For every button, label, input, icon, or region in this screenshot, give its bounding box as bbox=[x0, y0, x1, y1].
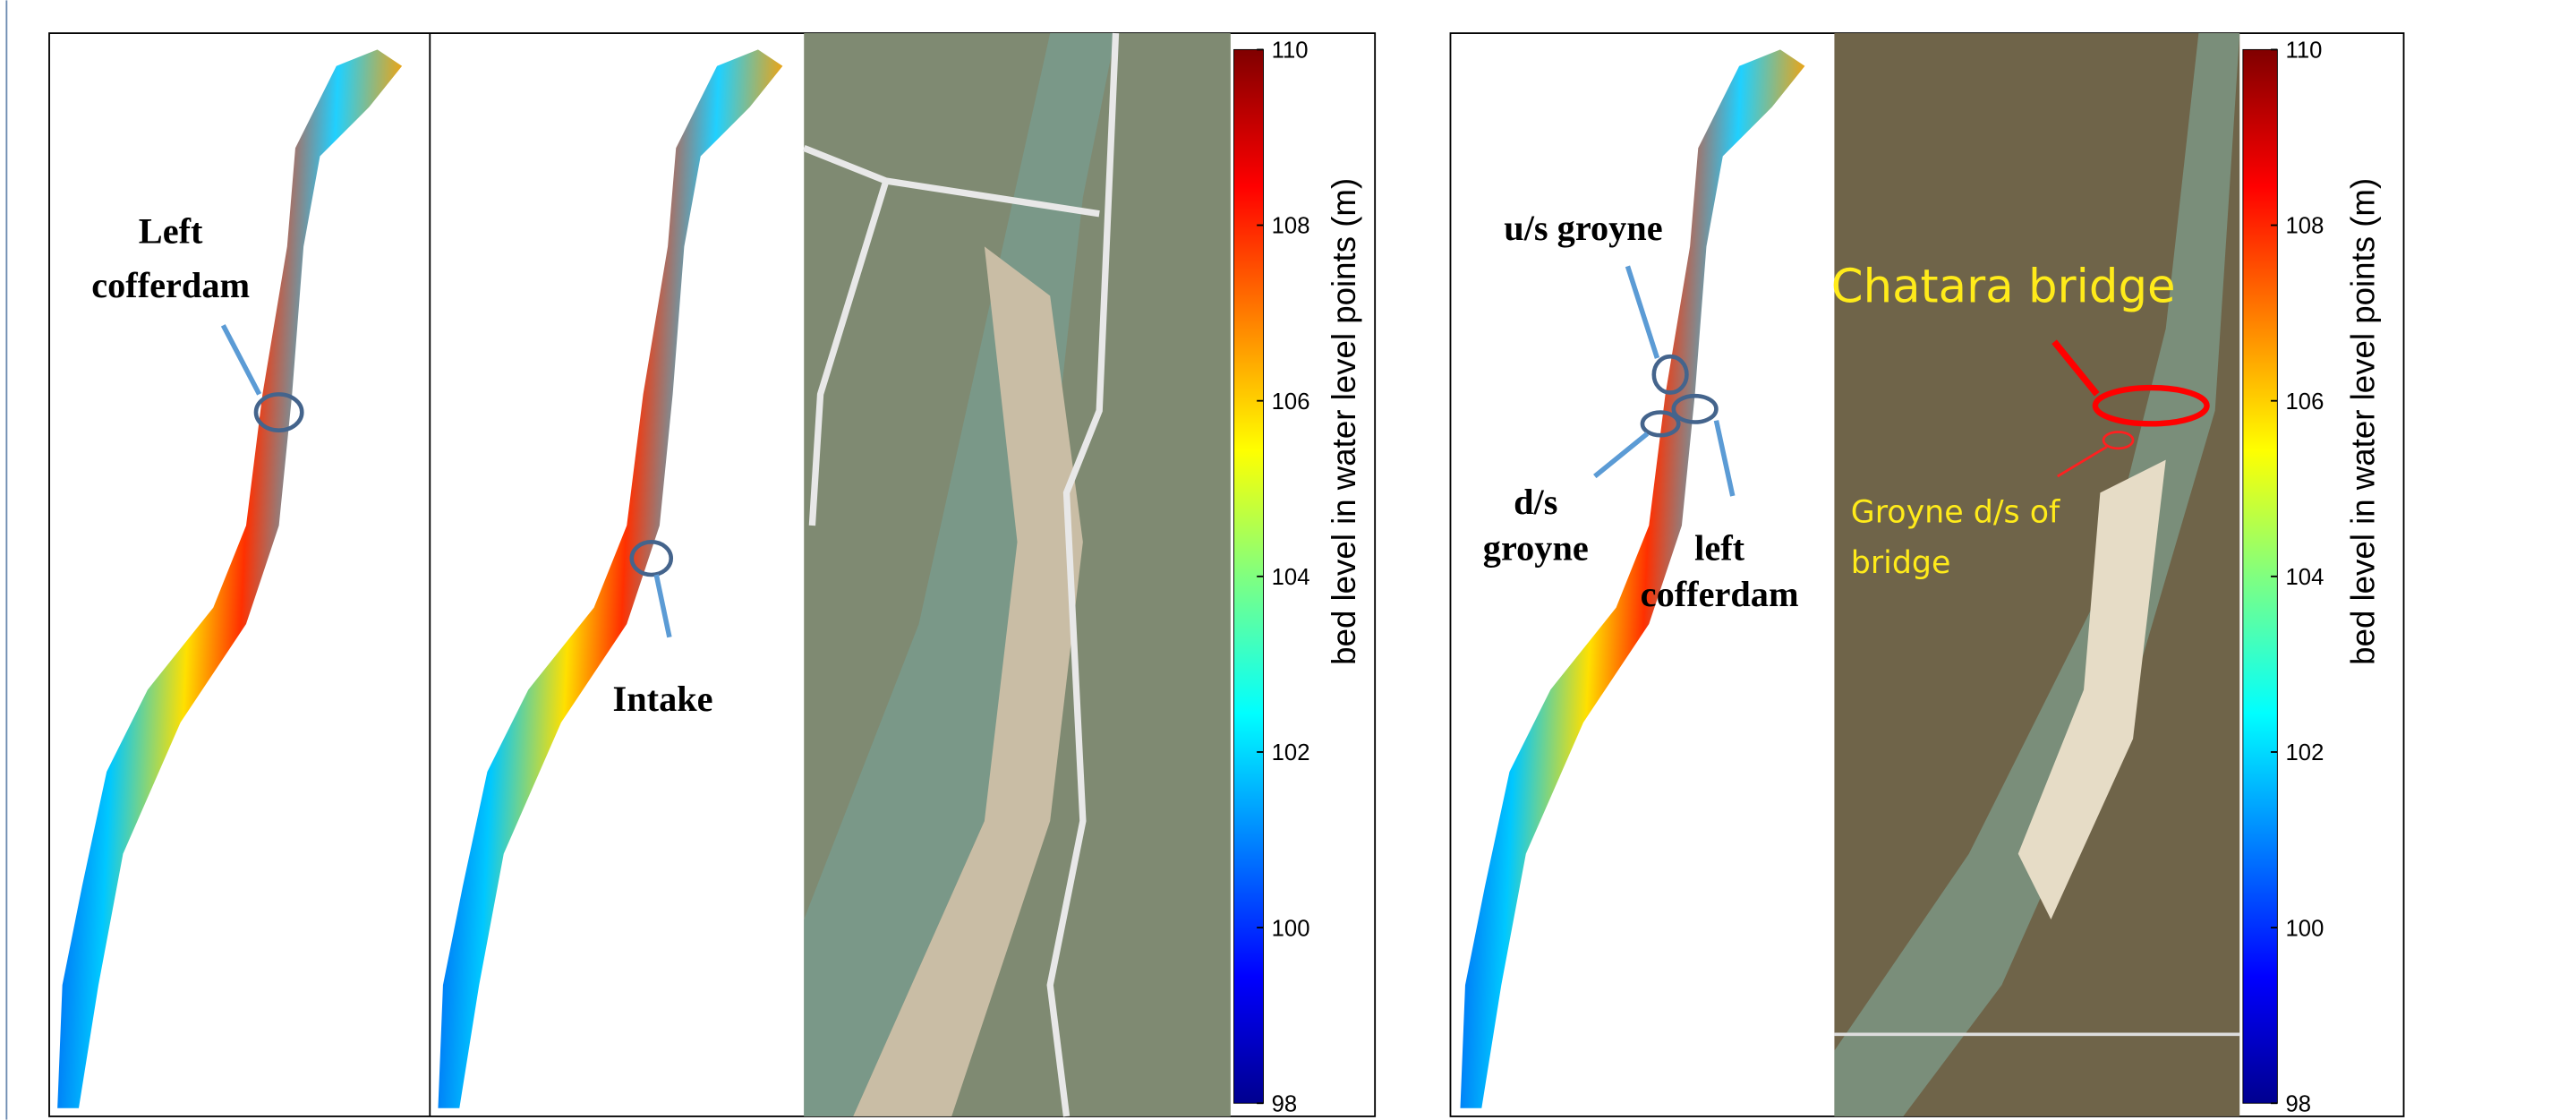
annotation: Groyne d/s of bbox=[1851, 494, 2060, 530]
tick-label: 108 bbox=[1272, 214, 1310, 239]
satellite-image bbox=[804, 33, 1231, 1116]
annotation: Chatara bridge bbox=[1831, 261, 2176, 314]
tick-label: 102 bbox=[1272, 740, 1310, 765]
river-map bbox=[438, 49, 782, 1107]
tick-label: 98 bbox=[1272, 1091, 1298, 1116]
annotation: Left bbox=[139, 211, 203, 252]
arrow bbox=[1716, 421, 1732, 496]
tick-label: 98 bbox=[2286, 1091, 2312, 1116]
tick-label: 102 bbox=[2286, 740, 2324, 765]
arrow bbox=[1627, 266, 1657, 358]
river-map bbox=[57, 49, 402, 1107]
annotation: u/s groyne bbox=[1504, 208, 1662, 248]
arrow bbox=[1595, 433, 1648, 476]
tick-label: 100 bbox=[2286, 916, 2324, 941]
arrow bbox=[656, 575, 670, 637]
tick-label: 110 bbox=[1272, 38, 1309, 64]
colorbar-label: bed level in water level points (m) bbox=[1326, 178, 1362, 665]
annotation: groyne bbox=[1483, 528, 1589, 569]
annotation: d/s bbox=[1514, 482, 1557, 522]
tick-label: 104 bbox=[2286, 565, 2324, 590]
arrow bbox=[223, 325, 259, 394]
tick-label: 106 bbox=[1272, 389, 1310, 415]
tick-label: 108 bbox=[2286, 214, 2324, 239]
page: Left cofferdam Intake bed level in water… bbox=[0, 0, 2576, 1120]
annotation: Intake bbox=[613, 679, 713, 719]
annotation: cofferdam bbox=[91, 265, 250, 305]
tick-label: 110 bbox=[2286, 38, 2323, 64]
annotation: bridge bbox=[1851, 545, 1951, 581]
annotation: left bbox=[1694, 528, 1745, 569]
annotation: cofferdam bbox=[1641, 574, 1799, 614]
colorbar-label: bed level in water level points (m) bbox=[2345, 178, 2382, 665]
tick-label: 100 bbox=[1272, 916, 1310, 941]
tick-label: 106 bbox=[2286, 389, 2324, 415]
tick-label: 104 bbox=[1272, 565, 1310, 590]
figure: Left cofferdam Intake bed level in water… bbox=[0, 0, 2576, 1120]
